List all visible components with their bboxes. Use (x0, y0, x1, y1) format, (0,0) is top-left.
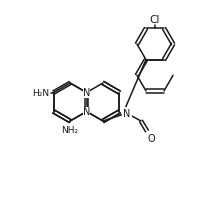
Text: N: N (83, 88, 90, 98)
Text: N: N (83, 107, 90, 117)
Text: NH₂: NH₂ (62, 125, 79, 134)
Text: O: O (148, 133, 156, 143)
Text: H₂N: H₂N (32, 89, 50, 97)
Text: N: N (123, 109, 131, 118)
Text: Cl: Cl (150, 15, 160, 25)
